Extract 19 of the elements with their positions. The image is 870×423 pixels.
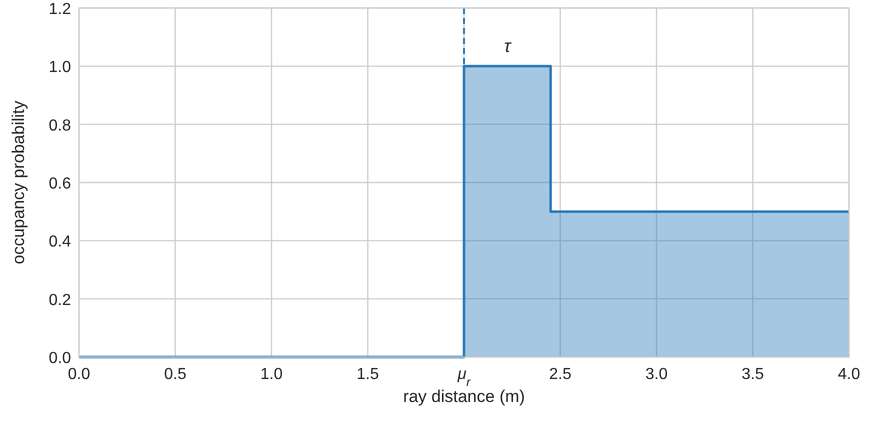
x-tick-label: 3.0 xyxy=(645,366,668,383)
x-tick-label: 3.5 xyxy=(742,366,764,383)
y-axis-title: occupancy probability xyxy=(9,100,28,264)
x-tick-label: 0.5 xyxy=(164,366,186,383)
x-tick-label: μ$_{r}$ xyxy=(456,366,472,389)
x-tick-label: 1.5 xyxy=(356,366,379,383)
annotation: τ xyxy=(504,36,512,56)
x-axis-title: ray distance (m) xyxy=(403,387,525,406)
y-tick-label: 0.0 xyxy=(48,350,72,367)
x-tick-label: 2.5 xyxy=(549,366,572,383)
y-tick-label: 0.2 xyxy=(48,292,72,309)
x-tick-label: 1.0 xyxy=(260,366,283,383)
y-tick-label: 1.2 xyxy=(48,1,72,18)
y-tick-label: 1.0 xyxy=(48,59,72,76)
y-tick-label: 0.4 xyxy=(48,234,72,251)
x-tick-label: 4.0 xyxy=(838,366,860,383)
y-tick-label: 0.6 xyxy=(48,176,72,192)
y-tick-label: 0.8 xyxy=(48,117,72,134)
x-tick-label: 0.0 xyxy=(68,366,90,383)
